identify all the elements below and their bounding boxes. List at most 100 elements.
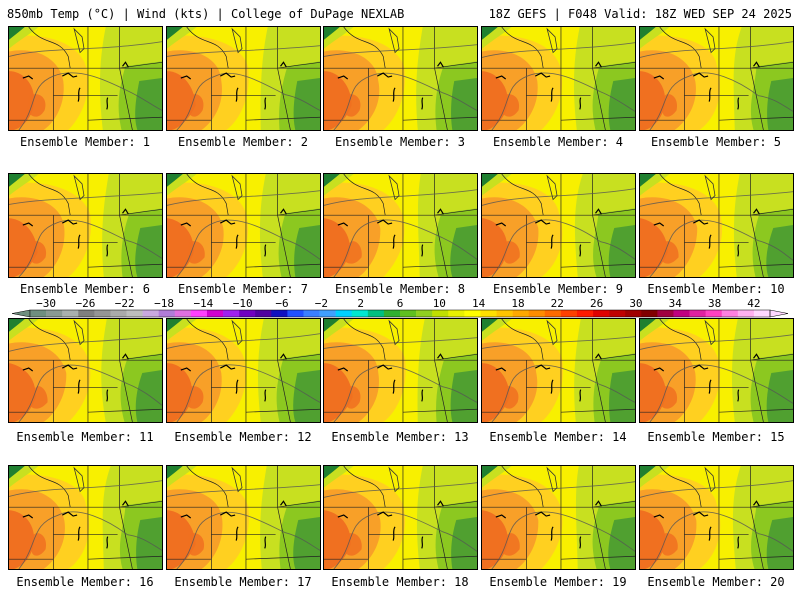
ensemble-map-19 xyxy=(481,465,636,570)
colorbar-swatch xyxy=(271,310,288,317)
ensemble-map-graphic xyxy=(9,319,162,422)
ensemble-member-label: Ensemble Member: 19 xyxy=(489,575,627,589)
colorbar-tick-label: 26 xyxy=(590,297,603,310)
ensemble-map-graphic xyxy=(640,174,793,277)
header: 850mb Temp (°C) | Wind (kts) | College o… xyxy=(0,0,800,24)
ensemble-map-graphic xyxy=(640,27,793,130)
colorbar-swatch xyxy=(239,310,256,317)
ensemble-map-8 xyxy=(323,173,478,278)
ensemble-member-label: Ensemble Member: 7 xyxy=(177,282,309,296)
ensemble-map-graphic xyxy=(167,27,320,130)
colorbar-swatch xyxy=(737,310,755,317)
ensemble-map-graphic xyxy=(482,174,635,277)
ensemble-map-5 xyxy=(639,26,794,131)
ensemble-member-label: Ensemble Member: 5 xyxy=(650,135,782,149)
colorbar-swatch xyxy=(142,310,159,317)
colorbar-swatch xyxy=(544,310,562,317)
ensemble-map-graphic xyxy=(482,27,635,130)
colorbar-swatch xyxy=(496,310,513,317)
ensemble-map-7 xyxy=(166,173,321,278)
colorbar-swatch xyxy=(62,310,79,317)
colorbar-swatch xyxy=(383,310,401,317)
ensemble-member-label: Ensemble Member: 6 xyxy=(19,282,151,296)
ensemble-map-4 xyxy=(481,26,636,131)
colorbar-swatch xyxy=(705,310,723,317)
colorbar-swatch xyxy=(480,310,497,317)
colorbar-tick-label: 10 xyxy=(433,297,446,310)
ensemble-member-label: Ensemble Member: 14 xyxy=(489,430,627,444)
colorbar-swatch xyxy=(255,310,272,317)
colorbar-tick-label: 18 xyxy=(511,297,524,310)
colorbar-swatch xyxy=(30,310,47,317)
colorbar-tick-label: −14 xyxy=(193,297,213,310)
colorbar-swatch xyxy=(528,310,546,317)
colorbar-svg: −30 −26 −22 −18 −14 −10 −6 −2 2 6 10 14 18 22 26 30 34 38… xyxy=(11,297,789,318)
ensemble-map-graphic xyxy=(9,27,162,130)
ensemble-map-graphic xyxy=(167,466,320,569)
ensemble-map-15 xyxy=(639,318,794,423)
colorbar-tick-label: 22 xyxy=(551,297,564,310)
colorbar-swatch xyxy=(46,310,63,317)
ensemble-member-label: Ensemble Member: 2 xyxy=(177,135,309,149)
colorbar-swatch xyxy=(576,310,594,317)
colorbar-swatch xyxy=(721,310,739,317)
ensemble-map-graphic xyxy=(640,319,793,422)
ensemble-map-graphic xyxy=(9,174,162,277)
colorbar-tick-label: −30 xyxy=(36,297,56,310)
colorbar-swatch xyxy=(512,310,529,317)
colorbar-tick-label: 34 xyxy=(669,297,683,310)
ensemble-map-10 xyxy=(639,173,794,278)
ensemble-map-graphic xyxy=(482,466,635,569)
colorbar-tick-label: −10 xyxy=(233,297,253,310)
ensemble-map-graphic xyxy=(324,27,477,130)
colorbar-swatch xyxy=(753,310,771,317)
colorbar-max-arrow xyxy=(769,309,789,318)
ensemble-member-label: Ensemble Member: 4 xyxy=(492,135,624,149)
colorbar-swatch xyxy=(319,310,336,317)
ensemble-map-graphic xyxy=(324,466,477,569)
colorbar-swatch xyxy=(206,310,224,317)
colorbar-tick-label: −6 xyxy=(275,297,288,310)
colorbar-tick-label: 38 xyxy=(708,297,721,310)
ensemble-member-label: Ensemble Member: 18 xyxy=(331,575,469,589)
ensemble-map-12 xyxy=(166,318,321,423)
colorbar-swatch xyxy=(190,310,208,317)
ensemble-member-label: Ensemble Member: 11 xyxy=(16,430,154,444)
colorbar-tick-label: 30 xyxy=(629,297,642,310)
colorbar-tick-label: −26 xyxy=(75,297,95,310)
ensemble-map-20 xyxy=(639,465,794,570)
ensemble-member-label: Ensemble Member: 16 xyxy=(16,575,154,589)
ensemble-member-label: Ensemble Member: 12 xyxy=(174,430,312,444)
ensemble-map-graphic xyxy=(640,466,793,569)
ensemble-member-label: Ensemble Member: 8 xyxy=(334,282,466,296)
colorbar-tick-label: −18 xyxy=(154,297,174,310)
colorbar-swatch xyxy=(560,310,578,317)
ensemble-member-label: Ensemble Member: 17 xyxy=(174,575,312,589)
colorbar-swatch xyxy=(223,310,240,317)
model-run-info: 18Z GEFS | F048 Valid: 18Z WED SEP 24 20… xyxy=(488,7,792,21)
ensemble-map-16 xyxy=(8,465,163,570)
ensemble-map-graphic xyxy=(9,466,162,569)
ensemble-map-6 xyxy=(8,173,163,278)
colorbar-swatch xyxy=(126,310,143,317)
colorbar-swatch xyxy=(94,310,111,317)
ensemble-member-label: Ensemble Member: 15 xyxy=(647,430,785,444)
colorbar-swatch xyxy=(158,310,176,317)
ensemble-map-18 xyxy=(323,465,478,570)
ensemble-map-graphic xyxy=(167,319,320,422)
colorbar-swatch xyxy=(110,310,127,317)
ensemble-map-graphic xyxy=(324,174,477,277)
colorbar-swatch xyxy=(673,310,690,317)
colorbar-swatch xyxy=(367,310,385,317)
temperature-colorbar: −30 −26 −22 −18 −14 −10 −6 −2 2 6 10 14 18 22 26 30 34 38… xyxy=(0,296,800,320)
colorbar-swatch xyxy=(287,310,304,317)
colorbar-swatch xyxy=(641,310,658,317)
colorbar-swatch xyxy=(78,310,95,317)
colorbar-swatch xyxy=(174,310,192,317)
ensemble-member-label: Ensemble Member: 10 xyxy=(647,282,785,296)
ensemble-map-9 xyxy=(481,173,636,278)
colorbar-swatch xyxy=(625,310,642,317)
ensemble-map-1 xyxy=(8,26,163,131)
ensemble-member-label: Ensemble Member: 20 xyxy=(647,575,785,589)
ensemble-map-graphic xyxy=(482,319,635,422)
